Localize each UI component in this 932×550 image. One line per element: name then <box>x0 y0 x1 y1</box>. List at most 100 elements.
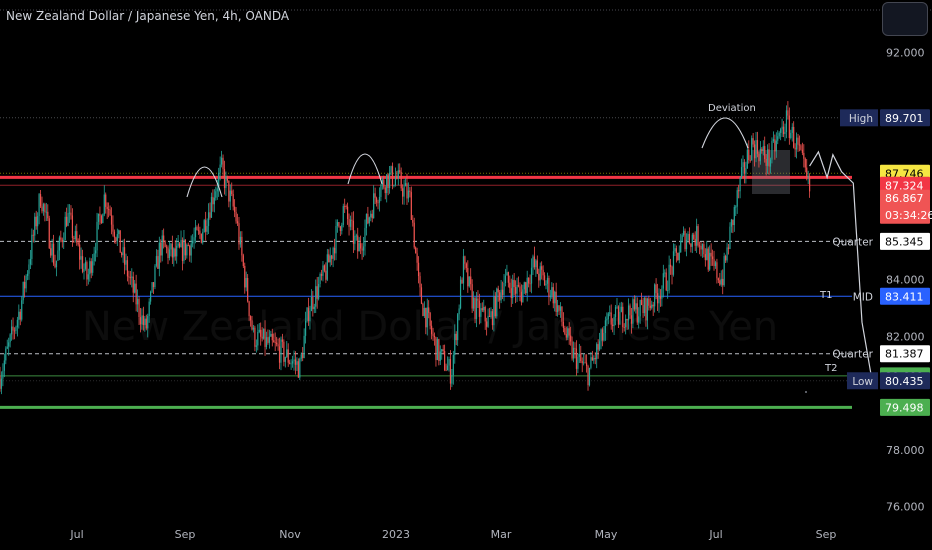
candle <box>264 328 266 347</box>
candle <box>181 239 184 261</box>
candle <box>262 328 265 339</box>
candle <box>28 264 30 274</box>
candle <box>351 219 353 221</box>
candle <box>81 256 84 272</box>
candle <box>690 243 692 247</box>
candle <box>403 186 405 197</box>
candle <box>635 303 637 310</box>
y-tick-label: 84.000 <box>886 274 925 287</box>
candle <box>739 177 741 192</box>
candle <box>302 354 304 359</box>
candle <box>577 356 579 369</box>
candle <box>726 247 728 261</box>
candle <box>477 298 479 301</box>
candle <box>438 339 440 361</box>
quarter-upper-tag <box>880 232 930 250</box>
candle <box>142 315 144 325</box>
candle <box>267 337 269 343</box>
candle <box>488 315 491 317</box>
candle <box>583 362 585 364</box>
candle <box>139 317 142 325</box>
candle <box>131 276 133 278</box>
candle <box>238 223 240 245</box>
candle <box>55 260 58 268</box>
candle <box>194 227 197 238</box>
candle <box>585 362 588 366</box>
candle <box>22 282 24 301</box>
support-2-value: 79.498 <box>885 401 924 414</box>
candle <box>693 234 695 239</box>
candle <box>247 277 249 302</box>
candle <box>455 333 457 341</box>
candle <box>251 320 253 330</box>
candle <box>656 293 659 304</box>
candle <box>599 341 601 350</box>
candle <box>515 287 517 294</box>
candle <box>769 159 772 167</box>
high-tag <box>880 109 930 127</box>
candle <box>223 169 226 188</box>
candle <box>289 362 291 364</box>
candle <box>494 296 496 317</box>
candle <box>558 305 560 311</box>
candle <box>603 333 605 341</box>
x-tick-label: Nov <box>279 528 301 541</box>
candle <box>90 261 92 273</box>
candle <box>24 282 26 289</box>
candle <box>649 305 651 308</box>
candle <box>44 204 46 213</box>
candle <box>554 291 556 304</box>
candle <box>555 291 557 313</box>
pattern-arc-1 <box>186 166 223 198</box>
candle <box>134 283 136 293</box>
candle <box>261 336 263 339</box>
menu-button[interactable] <box>882 2 928 36</box>
candle <box>481 308 483 311</box>
candle <box>487 315 489 327</box>
candle <box>303 335 305 359</box>
candle <box>617 306 620 325</box>
candle <box>241 236 243 256</box>
candle <box>548 277 550 298</box>
candle <box>561 306 563 322</box>
candle <box>729 226 731 250</box>
candle <box>207 212 210 227</box>
candle <box>538 273 540 281</box>
candle <box>668 264 670 291</box>
candle <box>420 287 423 304</box>
candle <box>530 267 533 284</box>
candle <box>552 287 554 304</box>
candle <box>444 350 446 371</box>
candle <box>354 235 356 244</box>
candle <box>504 275 507 284</box>
candle <box>493 296 495 326</box>
pattern-arc-3 <box>701 117 749 149</box>
x-tick-label: Jul <box>69 528 83 541</box>
candle <box>362 246 365 251</box>
candle <box>371 213 373 219</box>
candle <box>77 242 79 245</box>
candle <box>790 132 792 138</box>
candle <box>654 284 656 307</box>
candle <box>404 183 407 187</box>
candle <box>506 272 508 276</box>
candle <box>632 299 634 324</box>
candle <box>462 256 465 284</box>
candle <box>123 247 126 265</box>
candle <box>174 248 176 257</box>
high-value: 89.701 <box>885 112 924 125</box>
marker-dot <box>805 391 807 393</box>
candle <box>745 168 747 174</box>
candle <box>388 172 391 188</box>
candle <box>203 220 205 233</box>
candle <box>21 300 23 320</box>
candle <box>136 298 139 305</box>
candle <box>283 341 285 362</box>
candle <box>154 265 156 288</box>
candle <box>396 177 398 179</box>
candle <box>519 286 521 292</box>
candle <box>319 274 321 284</box>
candle <box>448 359 450 366</box>
candle <box>784 132 786 135</box>
